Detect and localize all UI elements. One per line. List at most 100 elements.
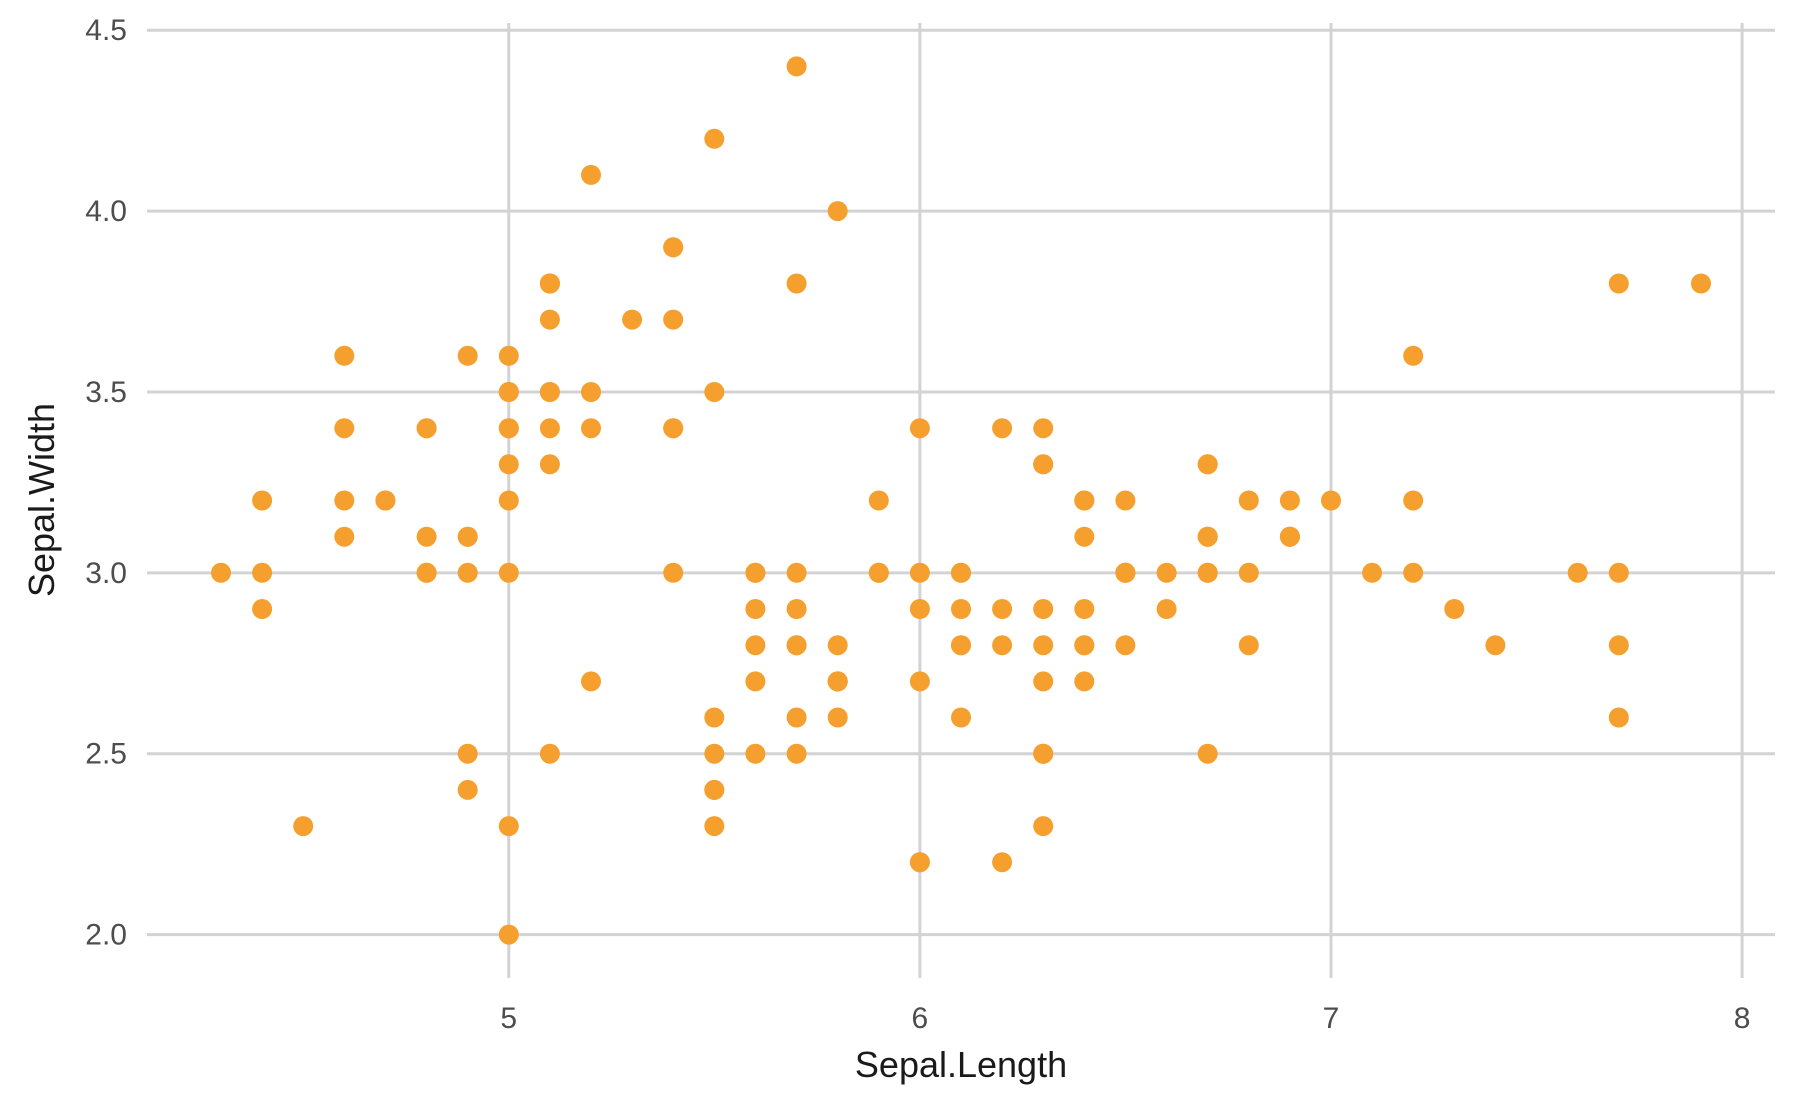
data-point — [663, 418, 684, 439]
data-point — [992, 852, 1013, 873]
data-point — [581, 382, 601, 402]
data-point — [1279, 526, 1300, 547]
y-tick-label: 4.0 — [85, 195, 127, 228]
data-point — [909, 599, 930, 619]
data-point — [457, 526, 478, 547]
data-point — [416, 562, 437, 583]
data-point — [704, 128, 725, 149]
data-point — [1608, 562, 1629, 583]
y-tick-label: 2.5 — [85, 738, 127, 771]
data-point — [951, 707, 971, 728]
data-point — [1238, 490, 1259, 511]
data-point — [786, 273, 807, 294]
data-point — [663, 562, 684, 583]
data-point — [334, 490, 355, 511]
data-point — [909, 418, 930, 439]
data-point — [498, 382, 519, 402]
data-point — [1115, 635, 1136, 656]
data-point — [786, 56, 807, 77]
data-point — [745, 599, 766, 619]
data-point — [786, 635, 807, 656]
x-axis-tick-labels: 5 6 7 8 — [500, 1002, 1750, 1035]
data-point — [1197, 562, 1218, 583]
data-point — [745, 671, 766, 692]
x-tick-label: 7 — [1323, 1002, 1340, 1035]
data-point — [786, 599, 807, 619]
data-point — [498, 490, 519, 511]
data-point — [457, 743, 478, 764]
data-point — [1691, 273, 1711, 294]
data-point — [704, 743, 725, 764]
data-point — [375, 490, 396, 511]
data-point — [1156, 562, 1177, 583]
y-tick-label: 4.5 — [85, 14, 127, 47]
data-point — [1238, 562, 1259, 583]
data-point — [1197, 454, 1218, 475]
data-point — [704, 816, 725, 837]
data-point — [581, 671, 601, 692]
data-point — [539, 743, 560, 764]
data-point — [1115, 562, 1136, 583]
y-tick-label: 3.5 — [85, 376, 127, 409]
y-tick-label: 3.0 — [85, 557, 127, 590]
data-point — [1115, 490, 1136, 511]
data-point — [498, 816, 519, 837]
data-point — [416, 418, 437, 439]
data-point — [786, 707, 807, 728]
data-point — [745, 743, 766, 764]
data-point — [704, 707, 725, 728]
data-point — [1608, 707, 1629, 728]
data-point — [992, 599, 1013, 619]
y-axis-title: Sepal.Width — [21, 402, 62, 598]
data-point — [663, 309, 684, 330]
data-point — [1074, 671, 1095, 692]
data-point — [1033, 418, 1054, 439]
data-point — [252, 490, 273, 511]
data-point — [992, 635, 1013, 656]
data-point — [334, 345, 355, 366]
data-point — [1485, 635, 1506, 656]
data-point — [909, 671, 930, 692]
data-point — [1074, 635, 1095, 656]
data-point — [622, 309, 643, 330]
data-point — [539, 382, 560, 402]
data-point — [539, 418, 560, 439]
data-points — [211, 56, 1711, 945]
data-point — [663, 237, 684, 258]
data-point — [909, 852, 930, 873]
data-point — [1403, 562, 1424, 583]
data-point — [745, 562, 766, 583]
data-point — [909, 562, 930, 583]
data-point — [868, 490, 889, 511]
data-point — [498, 924, 519, 945]
x-axis-title: Sepal.Length — [854, 1044, 1068, 1085]
data-point — [1403, 345, 1424, 366]
data-point — [252, 599, 273, 619]
data-point — [498, 345, 519, 366]
data-point — [1608, 635, 1629, 656]
data-point — [1403, 490, 1424, 511]
data-point — [704, 779, 725, 800]
data-point — [704, 382, 725, 402]
data-point — [581, 164, 601, 185]
data-point — [539, 273, 560, 294]
y-tick-label: 2.0 — [85, 919, 127, 952]
data-point — [1033, 743, 1054, 764]
data-point — [252, 562, 273, 583]
data-point — [334, 526, 355, 547]
data-point — [1279, 490, 1300, 511]
data-point — [1033, 599, 1054, 619]
x-tick-label: 6 — [912, 1002, 929, 1035]
data-point — [1321, 490, 1341, 511]
data-point — [1033, 816, 1054, 837]
data-point — [992, 418, 1013, 439]
data-point — [1197, 526, 1218, 547]
data-point — [1033, 635, 1054, 656]
data-point — [1444, 599, 1465, 619]
data-point — [539, 309, 560, 330]
data-point — [1074, 526, 1095, 547]
data-point — [457, 779, 478, 800]
data-point — [786, 743, 807, 764]
